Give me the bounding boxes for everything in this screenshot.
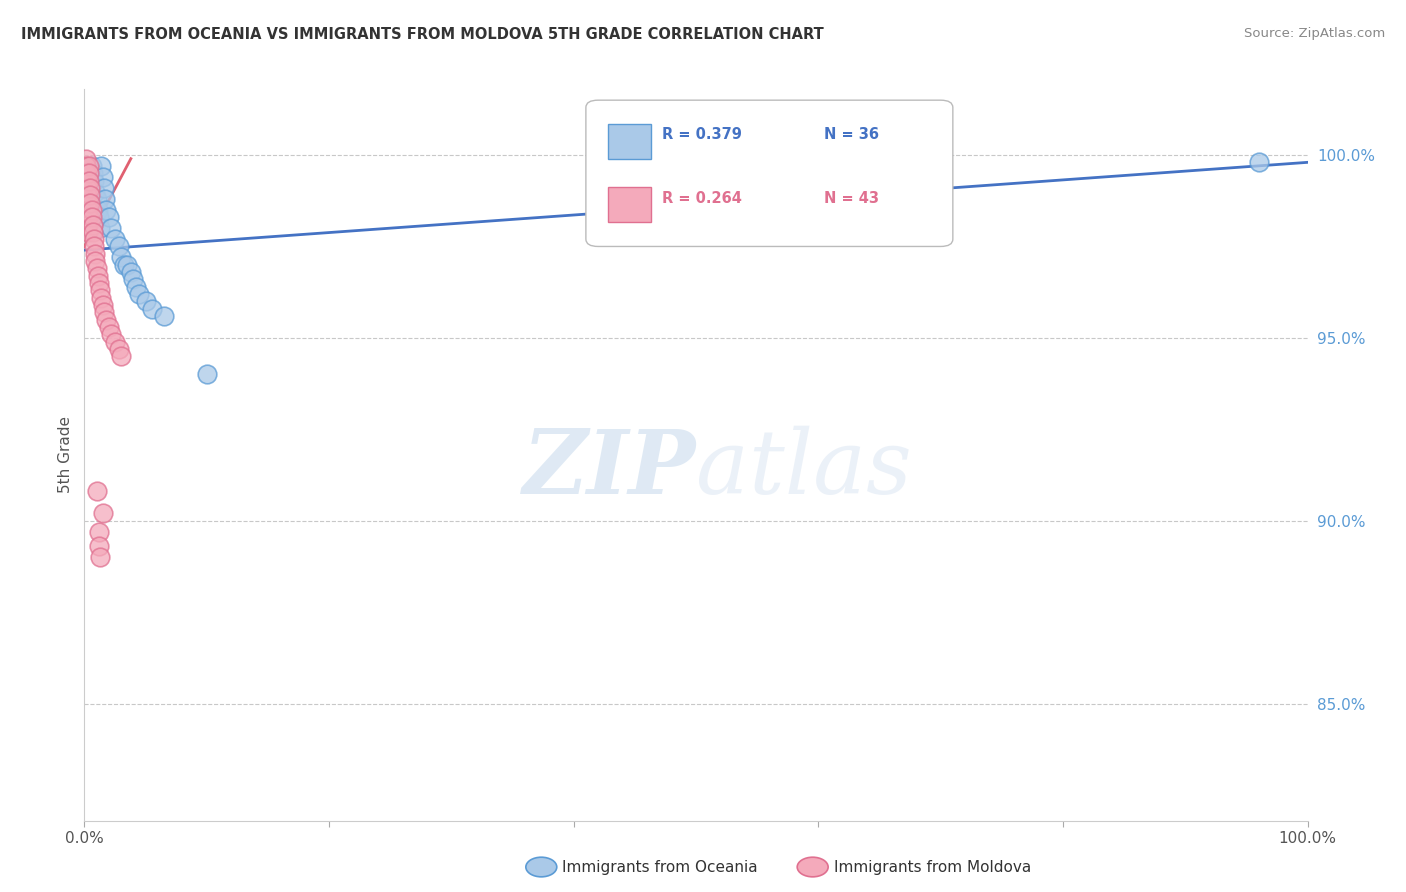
Point <box>76 181 98 195</box>
Point <box>80 210 103 224</box>
Point <box>89 221 111 235</box>
Point <box>86 484 108 499</box>
Point <box>76 195 98 210</box>
Point <box>77 210 100 224</box>
Point <box>94 192 117 206</box>
Point <box>112 258 135 272</box>
Point <box>89 284 111 298</box>
Point <box>110 251 132 265</box>
Point <box>104 334 127 349</box>
Point <box>87 210 110 224</box>
Point <box>97 320 120 334</box>
Point <box>87 202 110 217</box>
Text: R = 0.264: R = 0.264 <box>662 191 741 205</box>
Point <box>75 173 97 187</box>
Point <box>82 166 104 180</box>
Point <box>79 188 101 202</box>
Point <box>100 221 122 235</box>
Point <box>122 272 145 286</box>
Text: R = 0.379: R = 0.379 <box>662 127 741 142</box>
Point <box>84 246 107 260</box>
Point <box>77 173 100 187</box>
Text: Source: ZipAtlas.com: Source: ZipAtlas.com <box>1244 27 1385 40</box>
Point <box>77 166 100 180</box>
Point <box>75 152 97 166</box>
Point <box>79 195 101 210</box>
Point <box>1247 155 1270 169</box>
Point <box>83 173 105 187</box>
Point <box>110 349 132 363</box>
Point <box>125 279 148 293</box>
Point <box>120 265 142 279</box>
FancyBboxPatch shape <box>586 100 953 246</box>
Point <box>195 368 218 382</box>
Point <box>79 181 101 195</box>
FancyBboxPatch shape <box>607 187 651 222</box>
Point <box>83 239 105 253</box>
Point <box>93 305 115 319</box>
Point <box>97 210 120 224</box>
Point <box>82 225 104 239</box>
Point <box>77 202 100 217</box>
Point <box>107 239 129 253</box>
Point <box>87 539 110 553</box>
Point <box>75 159 97 173</box>
Point <box>107 342 129 356</box>
Text: N = 36: N = 36 <box>824 127 879 142</box>
Text: N = 43: N = 43 <box>824 191 879 205</box>
Text: Immigrants from Moldova: Immigrants from Moldova <box>834 860 1031 874</box>
Point <box>91 507 114 521</box>
Text: ZIP: ZIP <box>523 426 696 513</box>
Point <box>86 261 108 276</box>
Point <box>89 550 111 565</box>
Y-axis label: 5th Grade: 5th Grade <box>58 417 73 493</box>
Point <box>104 232 127 246</box>
Point <box>82 218 104 232</box>
Point <box>90 159 112 173</box>
Point <box>76 173 98 187</box>
Point <box>84 254 107 268</box>
Point <box>75 166 97 180</box>
Point <box>80 202 103 217</box>
Point <box>77 192 100 206</box>
Point <box>76 188 98 202</box>
Point <box>77 218 100 232</box>
Point <box>93 181 115 195</box>
Point <box>77 166 100 180</box>
Text: Immigrants from Oceania: Immigrants from Oceania <box>562 860 758 874</box>
Point <box>91 298 114 312</box>
Point <box>91 169 114 184</box>
Point <box>87 524 110 539</box>
Point <box>79 210 101 224</box>
Point <box>141 301 163 316</box>
Point <box>77 159 100 173</box>
Text: IMMIGRANTS FROM OCEANIA VS IMMIGRANTS FROM MOLDOVA 5TH GRADE CORRELATION CHART: IMMIGRANTS FROM OCEANIA VS IMMIGRANTS FR… <box>21 27 824 42</box>
Point <box>747 202 769 217</box>
Point <box>153 309 176 323</box>
Point <box>77 225 100 239</box>
Point <box>76 185 98 199</box>
Point <box>86 192 108 206</box>
Point <box>128 287 150 301</box>
Point <box>90 291 112 305</box>
Point <box>84 185 107 199</box>
Point <box>100 327 122 342</box>
Point <box>96 312 118 326</box>
FancyBboxPatch shape <box>607 124 651 159</box>
Point <box>115 258 138 272</box>
Point <box>87 268 110 283</box>
Text: atlas: atlas <box>696 426 911 513</box>
Point <box>83 232 105 246</box>
Point <box>96 202 118 217</box>
Point <box>87 276 110 290</box>
Point <box>80 159 103 173</box>
Point <box>79 199 101 213</box>
Point <box>135 294 157 309</box>
